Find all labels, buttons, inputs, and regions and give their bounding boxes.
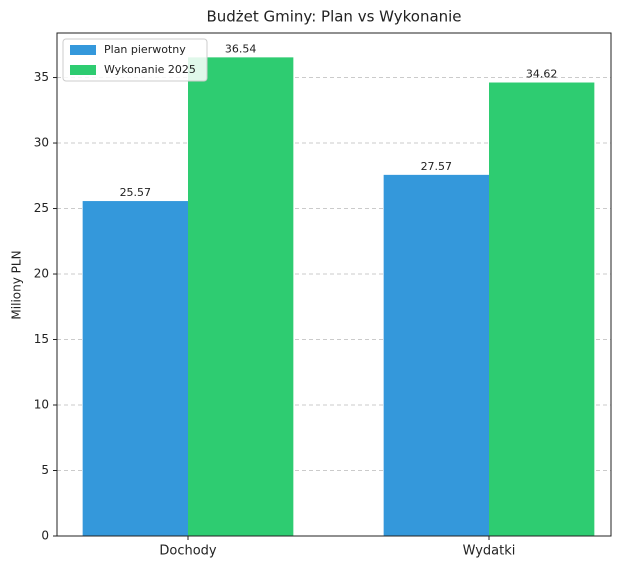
legend-swatch <box>70 45 96 55</box>
y-tick-label: 5 <box>41 463 49 477</box>
x-tick-label: Dochody <box>159 544 217 559</box>
bar <box>489 82 595 536</box>
y-axis-label: Miliony PLN <box>10 250 24 319</box>
bar <box>188 57 294 536</box>
value-label: 34.62 <box>526 68 558 81</box>
bar <box>383 174 489 536</box>
value-label: 25.57 <box>120 186 152 199</box>
y-tick-label: 30 <box>34 136 49 150</box>
bar <box>82 201 188 536</box>
legend-label: Plan pierwotny <box>104 43 186 56</box>
plot-frame <box>56 32 612 537</box>
x-tick-label: Wydatki <box>463 544 516 559</box>
legend-label: Wykonanie 2025 <box>104 63 196 76</box>
legend-box <box>62 38 208 82</box>
value-label: 36.54 <box>225 42 257 55</box>
y-tick-label: 35 <box>34 70 49 84</box>
y-tick-label: 25 <box>34 201 49 215</box>
y-tick-label: 20 <box>34 267 49 281</box>
y-tick-label: 0 <box>41 529 49 543</box>
chart-title: Budżet Gminy: Plan vs Wykonanie <box>206 8 461 26</box>
legend-swatch <box>70 65 96 75</box>
value-label: 27.57 <box>421 160 453 173</box>
y-tick-label: 15 <box>34 332 49 346</box>
y-tick-label: 10 <box>34 398 49 412</box>
